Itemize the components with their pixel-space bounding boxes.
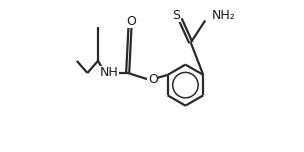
Text: O: O [126, 15, 136, 28]
Text: O: O [148, 73, 158, 86]
Text: NH: NH [99, 66, 118, 79]
Text: S: S [172, 9, 180, 22]
Text: NH₂: NH₂ [211, 9, 235, 22]
